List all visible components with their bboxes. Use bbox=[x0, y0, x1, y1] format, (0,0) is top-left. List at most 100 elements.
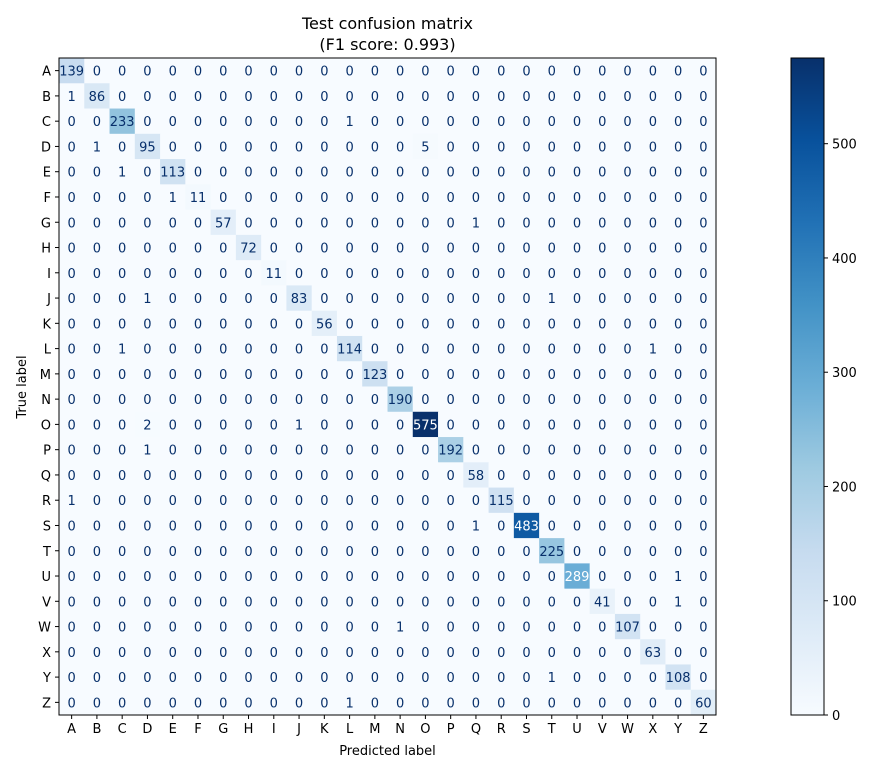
heatmap-cell bbox=[235, 58, 262, 84]
heatmap-cell bbox=[665, 588, 692, 615]
heatmap-cell bbox=[59, 58, 85, 84]
heatmap-cell bbox=[412, 83, 439, 109]
cell-value-label: 0 bbox=[699, 595, 707, 610]
cell-value-label: 0 bbox=[270, 494, 278, 509]
cell-value-label: 1 bbox=[118, 166, 126, 181]
heatmap-cell bbox=[564, 335, 591, 362]
heatmap-cell bbox=[539, 462, 565, 488]
heatmap-cell bbox=[640, 58, 666, 84]
heatmap-cell bbox=[185, 538, 212, 564]
cell-value-label: 0 bbox=[67, 216, 75, 231]
heatmap-cell bbox=[311, 487, 338, 514]
x-tick-label: A bbox=[67, 722, 76, 737]
cell-value-label: 0 bbox=[295, 570, 303, 585]
cell-value-label: 0 bbox=[623, 444, 631, 459]
cell-value-label: 0 bbox=[169, 242, 177, 257]
cell-value-label: 0 bbox=[699, 570, 707, 585]
cell-value-label: 0 bbox=[623, 696, 631, 711]
cell-value-label: 0 bbox=[548, 494, 556, 509]
cell-value-label: 83 bbox=[291, 292, 308, 307]
cell-value-label: 0 bbox=[548, 216, 556, 231]
cell-value-label: 0 bbox=[573, 140, 581, 155]
heatmap-cell bbox=[311, 386, 338, 413]
cell-value-label: 0 bbox=[320, 115, 328, 130]
cell-value-label: 575 bbox=[413, 418, 438, 433]
heatmap-cell bbox=[185, 437, 212, 463]
heatmap-cell bbox=[362, 209, 388, 236]
heatmap-cell bbox=[109, 108, 136, 135]
heatmap-cell bbox=[589, 209, 616, 236]
heatmap-cell bbox=[438, 285, 464, 312]
heatmap-cell bbox=[311, 83, 338, 109]
colorbar-tick-label: 300 bbox=[832, 366, 857, 381]
heatmap-cell bbox=[438, 234, 464, 261]
cell-value-label: 1 bbox=[548, 671, 556, 686]
heatmap-cell bbox=[185, 285, 212, 312]
cell-value-label: 0 bbox=[295, 646, 303, 661]
cell-value-label: 0 bbox=[118, 65, 126, 80]
heatmap-cell bbox=[210, 639, 237, 665]
heatmap-cell bbox=[160, 437, 186, 463]
heatmap-cell bbox=[690, 335, 717, 362]
cell-value-label: 0 bbox=[674, 545, 682, 560]
heatmap-cell bbox=[412, 538, 439, 564]
cell-value-label: 0 bbox=[93, 671, 101, 686]
cell-value-label: 0 bbox=[270, 292, 278, 307]
cell-value-label: 0 bbox=[194, 292, 202, 307]
heatmap-cell bbox=[84, 664, 110, 691]
cell-value-label: 0 bbox=[447, 242, 455, 257]
cell-value-label: 0 bbox=[472, 65, 480, 80]
cell-value-label: 0 bbox=[67, 267, 75, 282]
heatmap-cell bbox=[539, 664, 565, 691]
cell-value-label: 0 bbox=[143, 646, 151, 661]
cell-value-label: 0 bbox=[194, 115, 202, 130]
heatmap-cell bbox=[589, 361, 616, 387]
cell-value-label: 0 bbox=[169, 90, 177, 105]
heatmap-cell bbox=[185, 184, 212, 211]
heatmap-cell bbox=[235, 159, 262, 185]
heatmap-cell bbox=[564, 639, 591, 665]
cell-value-label: 0 bbox=[345, 317, 353, 332]
heatmap-cell bbox=[109, 83, 136, 109]
cell-value-label: 0 bbox=[447, 115, 455, 130]
cell-value-label: 0 bbox=[371, 292, 379, 307]
cell-value-label: 0 bbox=[295, 191, 303, 206]
cell-value-label: 63 bbox=[645, 646, 662, 661]
cell-value-label: 0 bbox=[345, 469, 353, 484]
cell-value-label: 0 bbox=[623, 494, 631, 509]
cell-value-label: 0 bbox=[169, 671, 177, 686]
cell-value-label: 0 bbox=[623, 65, 631, 80]
heatmap-cell bbox=[564, 58, 591, 84]
heatmap-cell bbox=[412, 512, 439, 539]
cell-value-label: 0 bbox=[295, 393, 303, 408]
cell-value-label: 0 bbox=[674, 317, 682, 332]
cell-value-label: 0 bbox=[699, 418, 707, 433]
heatmap-cell bbox=[286, 234, 313, 261]
heatmap-cell bbox=[185, 462, 212, 488]
cell-value-label: 0 bbox=[219, 267, 227, 282]
heatmap-cell bbox=[438, 588, 464, 615]
heatmap-cell bbox=[109, 361, 136, 387]
cell-value-label: 0 bbox=[396, 242, 404, 257]
cell-value-label: 0 bbox=[371, 595, 379, 610]
cell-value-label: 0 bbox=[548, 444, 556, 459]
cell-value-label: 0 bbox=[345, 65, 353, 80]
heatmap-cell bbox=[362, 386, 388, 413]
heatmap-cell bbox=[539, 563, 565, 590]
cell-value-label: 0 bbox=[118, 696, 126, 711]
cell-value-label: 0 bbox=[320, 343, 328, 358]
cell-value-label: 0 bbox=[522, 90, 530, 105]
cell-value-label: 0 bbox=[674, 621, 682, 636]
cell-value-label: 0 bbox=[67, 595, 75, 610]
heatmap-cell bbox=[185, 487, 212, 514]
cell-value-label: 0 bbox=[295, 267, 303, 282]
heatmap-cell bbox=[665, 512, 692, 539]
heatmap-cell bbox=[564, 487, 591, 514]
cell-value-label: 0 bbox=[67, 570, 75, 585]
cell-value-label: 0 bbox=[649, 469, 657, 484]
cell-value-label: 0 bbox=[674, 646, 682, 661]
heatmap-cell bbox=[185, 563, 212, 590]
cell-value-label: 0 bbox=[219, 393, 227, 408]
cell-value-label: 0 bbox=[548, 696, 556, 711]
cell-value-label: 1 bbox=[472, 216, 480, 231]
